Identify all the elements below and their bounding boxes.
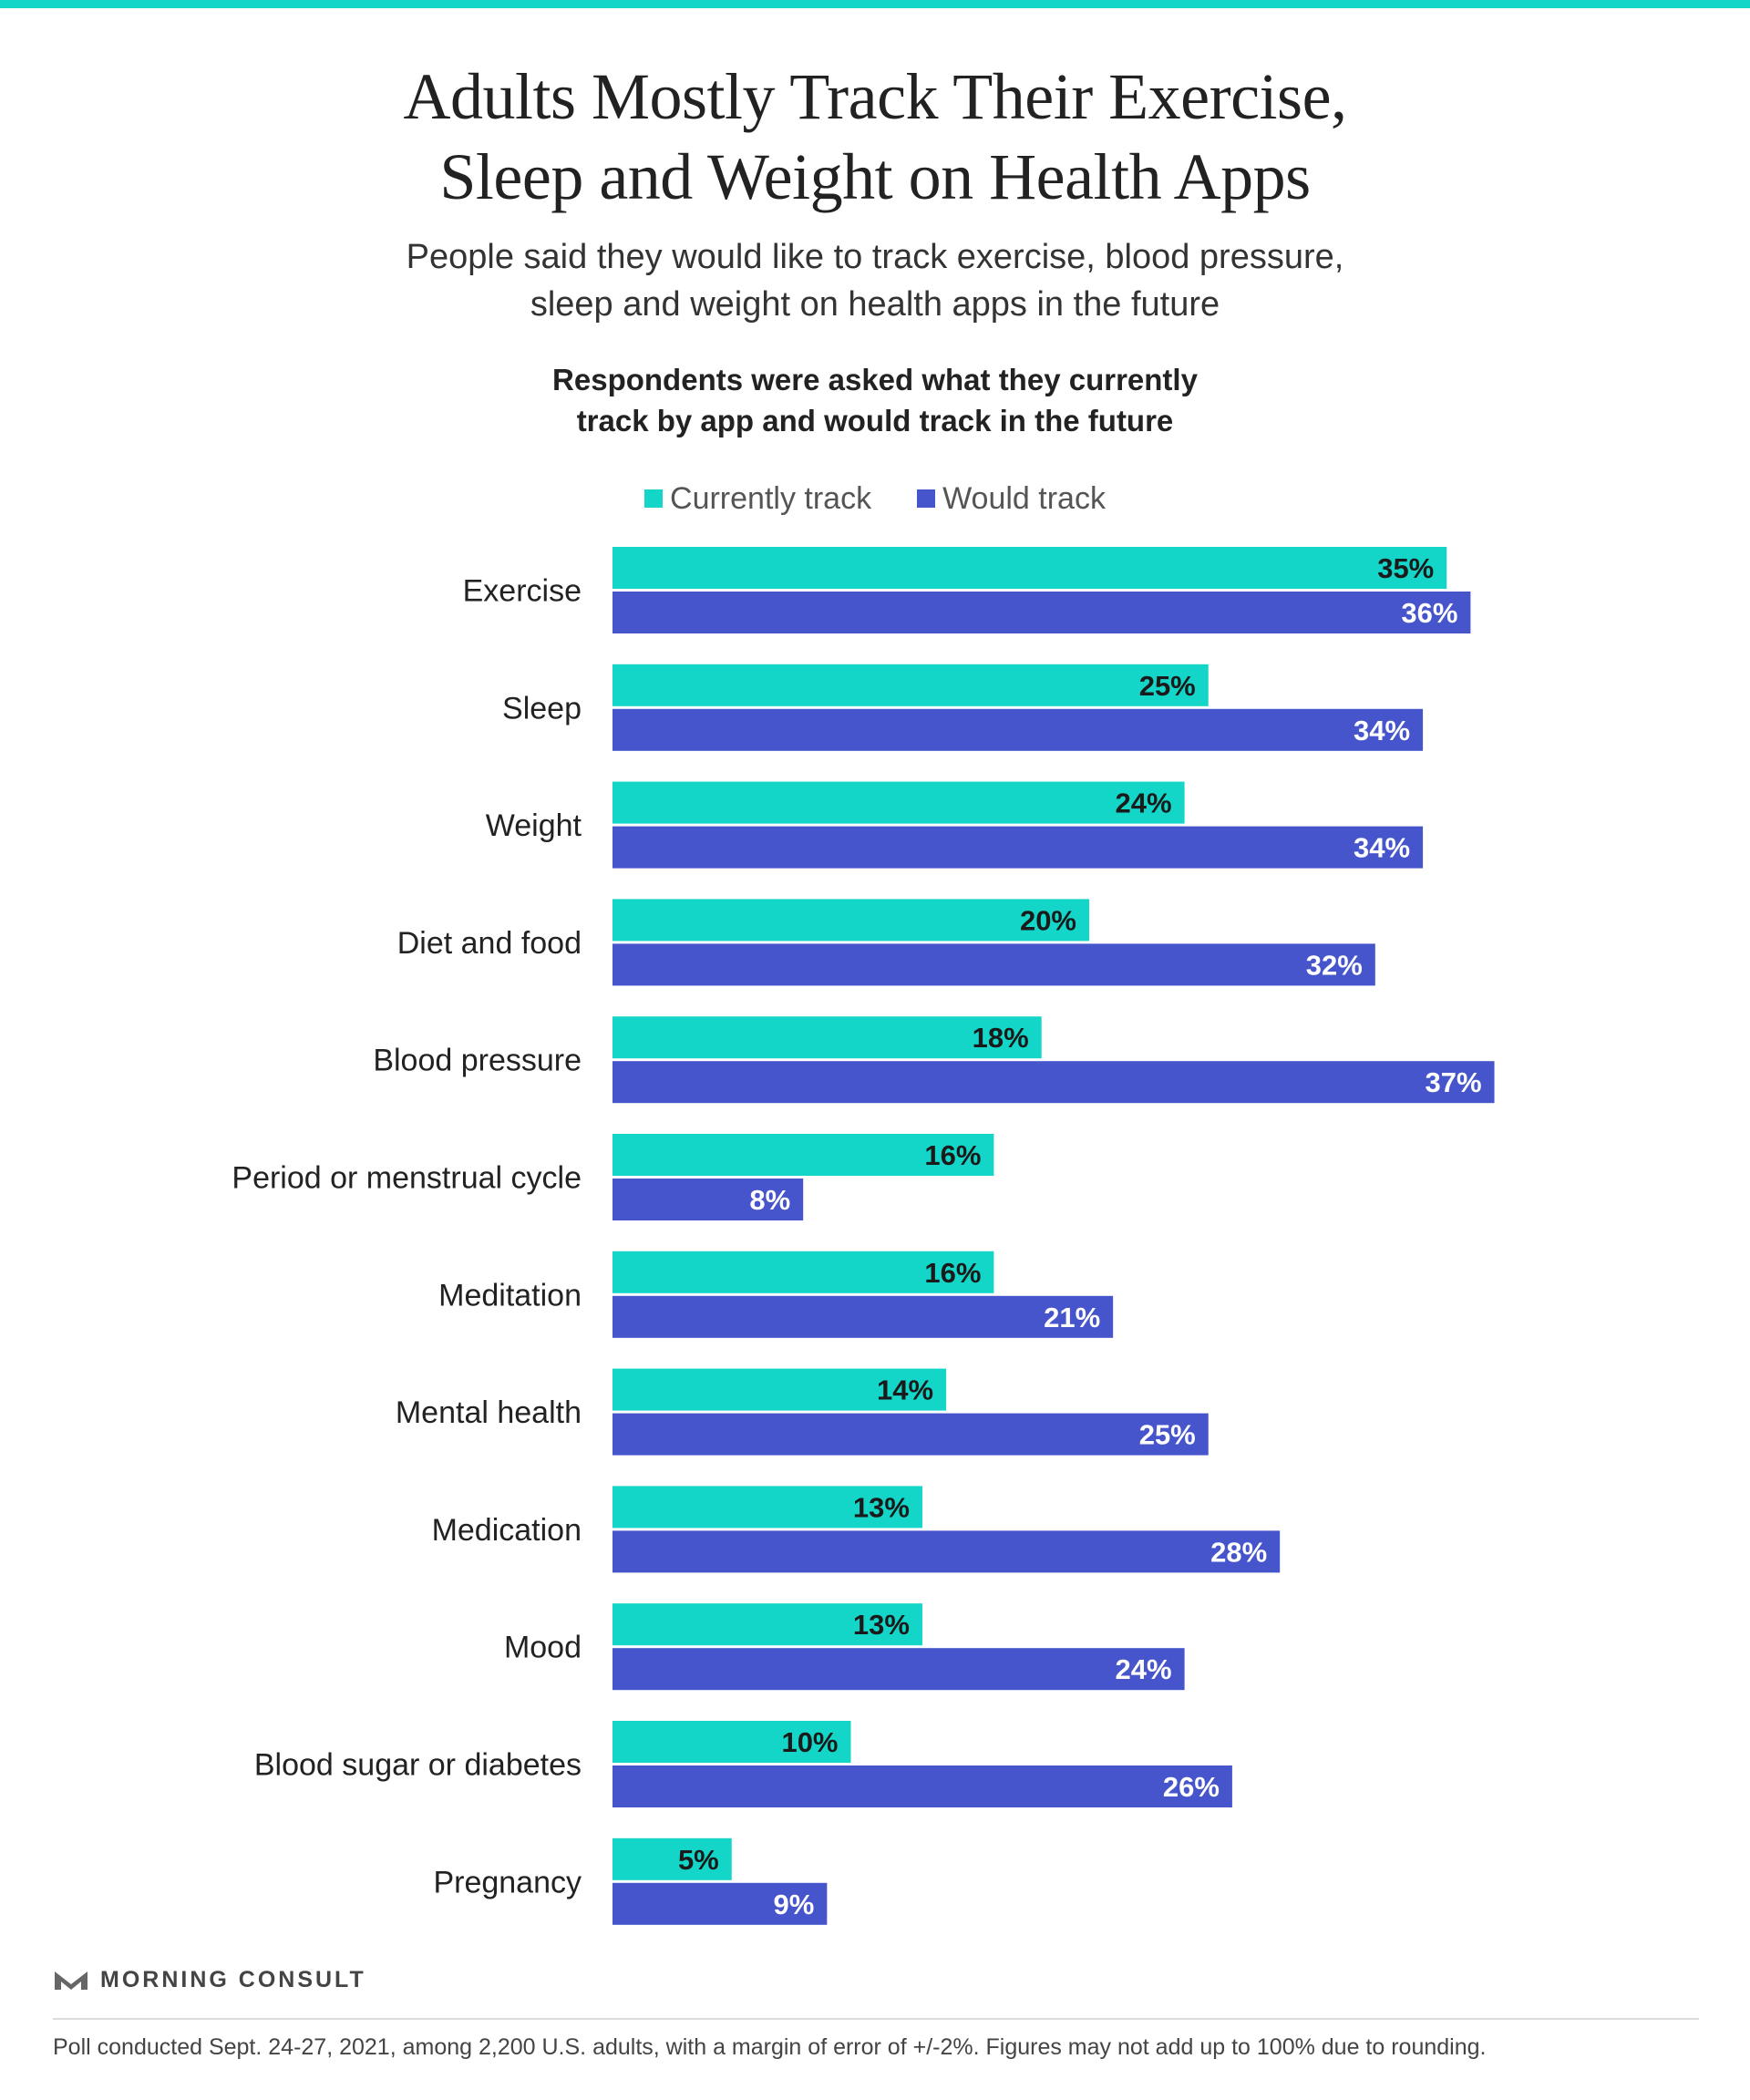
- bar-currently: [612, 1134, 994, 1176]
- data-label-currently: 16%: [924, 1139, 981, 1171]
- legend-swatch-currently: [644, 489, 664, 508]
- data-label-currently: 24%: [1116, 788, 1172, 819]
- category-label: Mood: [504, 1631, 582, 1665]
- data-label-would: 21%: [1044, 1302, 1100, 1333]
- legend-swatch-would: [917, 489, 936, 508]
- bar-group: Mental health 14% 25%: [396, 1368, 1209, 1456]
- bar-group: Exercise 35% 36%: [463, 547, 1471, 633]
- bar-currently: [612, 1368, 947, 1411]
- category-label: Medication: [432, 1513, 582, 1548]
- subtitle-line-2: sleep and weight on health apps in the f…: [530, 285, 1220, 324]
- data-label-would: 34%: [1354, 715, 1410, 746]
- bar-currently: [612, 1016, 1042, 1059]
- data-label-would: 28%: [1210, 1536, 1267, 1568]
- bar-currently: [612, 1486, 922, 1529]
- brand-name: MORNING CONSULT: [100, 1966, 366, 1992]
- data-label-currently: 25%: [1139, 670, 1196, 702]
- bar-group: Medication 13% 28%: [432, 1486, 1281, 1573]
- top-accent-rule: [0, 0, 1750, 8]
- data-label-currently: 10%: [781, 1726, 838, 1758]
- bar-chart: Exercise 35% 36% Sleep 25% 34% Weight 24% 34% Die…: [232, 547, 1495, 1925]
- data-label-currently: 14%: [877, 1374, 933, 1406]
- bar-currently: [612, 1838, 732, 1880]
- bar-group: Meditation 16% 21%: [438, 1251, 1114, 1338]
- data-label-would: 34%: [1354, 832, 1410, 864]
- question-line-1: Respondents were asked what they current…: [552, 363, 1198, 396]
- bar-group: Blood sugar or diabetes 10% 26%: [254, 1721, 1232, 1807]
- legend-label-would: Would track: [942, 480, 1106, 516]
- chart-subtitle: People said they would like to track exe…: [0, 233, 1750, 328]
- subtitle-line-1: People said they would like to track exe…: [406, 238, 1344, 276]
- bar-currently: [612, 1603, 922, 1646]
- morning-consult-logo-icon: [55, 1971, 88, 1990]
- bar-would: [612, 1061, 1495, 1104]
- bar-would: [612, 1882, 828, 1925]
- bar-group: Blood pressure 18% 37%: [373, 1016, 1495, 1104]
- data-label-would: 24%: [1116, 1653, 1172, 1685]
- data-label-would: 26%: [1163, 1771, 1220, 1803]
- data-label-would: 9%: [774, 1889, 815, 1920]
- data-label-currently: 18%: [973, 1022, 1029, 1054]
- category-label: Sleep: [502, 691, 582, 726]
- legend-label-currently: Currently track: [670, 480, 872, 516]
- legend-item-would: Would track: [917, 476, 1106, 521]
- bar-would: [612, 592, 1471, 633]
- category-label: Exercise: [463, 574, 582, 609]
- bar-would: [612, 1179, 804, 1220]
- category-label: Weight: [486, 808, 582, 843]
- data-label-currently: 20%: [1020, 904, 1076, 936]
- bar-would: [612, 1648, 1185, 1691]
- bar-group: Period or menstrual cycle 16% 8%: [232, 1134, 994, 1220]
- bar-currently: [612, 1251, 994, 1293]
- data-label-would: 36%: [1401, 597, 1457, 629]
- bar-would: [612, 1413, 1209, 1456]
- title-line-1: Adults Mostly Track Their Exercise,: [403, 60, 1347, 133]
- title-line-2: Sleep and Weight on Health Apps: [439, 140, 1311, 213]
- bar-would: [612, 943, 1375, 986]
- data-label-currently: 16%: [924, 1257, 981, 1289]
- bar-currently: [612, 547, 1447, 589]
- bar-currently: [612, 1721, 851, 1763]
- footer-divider: [53, 2018, 1699, 2020]
- category-label: Period or menstrual cycle: [232, 1161, 582, 1196]
- bar-group: Mood 13% 24%: [504, 1603, 1185, 1691]
- legend-item-currently: Currently track: [644, 476, 871, 521]
- brand: MORNING CONSULT: [53, 1960, 366, 2000]
- bar-group: Sleep 25% 34%: [502, 664, 1424, 751]
- bar-currently: [612, 899, 1089, 942]
- bar-currently: [612, 664, 1209, 706]
- category-label: Pregnancy: [433, 1865, 582, 1899]
- category-label: Blood pressure: [373, 1044, 582, 1078]
- question-line-2: track by app and would track in the futu…: [576, 404, 1174, 438]
- data-label-would: 8%: [749, 1184, 790, 1216]
- data-label-currently: 5%: [678, 1844, 719, 1876]
- footnote: Poll conducted Sept. 24-27, 2021, among …: [53, 2034, 1487, 2060]
- bar-would: [612, 1530, 1281, 1573]
- category-label: Blood sugar or diabetes: [254, 1748, 582, 1783]
- data-label-would: 25%: [1139, 1419, 1196, 1451]
- bar-would: [612, 1765, 1232, 1807]
- legend: Currently track Would track: [0, 476, 1750, 521]
- bar-would: [612, 708, 1424, 751]
- survey-question: Respondents were asked what they current…: [0, 359, 1750, 441]
- bar-group: Pregnancy 5% 9%: [433, 1838, 828, 1925]
- bar-currently: [612, 781, 1185, 824]
- category-label: Meditation: [438, 1278, 582, 1312]
- bar-would: [612, 826, 1424, 869]
- chart-title: Adults Mostly Track Their Exercise, Slee…: [0, 57, 1750, 217]
- bar-group: Diet and food 20% 32%: [397, 899, 1375, 986]
- data-label-currently: 13%: [853, 1609, 910, 1641]
- data-label-currently: 13%: [853, 1491, 910, 1523]
- category-label: Mental health: [396, 1395, 582, 1430]
- data-label-would: 37%: [1426, 1066, 1482, 1098]
- bar-would: [612, 1295, 1114, 1338]
- data-label-currently: 35%: [1377, 552, 1434, 584]
- bar-group: Weight 24% 34%: [486, 781, 1424, 869]
- category-label: Diet and food: [397, 926, 582, 961]
- data-label-would: 32%: [1306, 949, 1363, 981]
